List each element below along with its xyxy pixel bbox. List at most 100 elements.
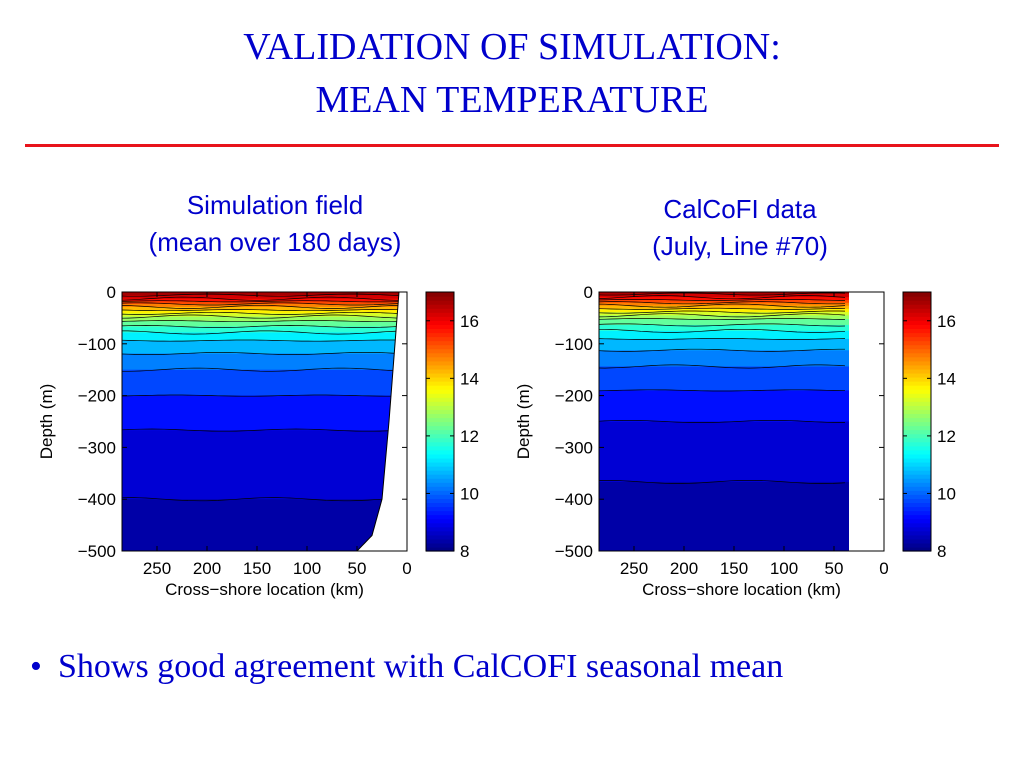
right-colorbar-segment [903, 514, 931, 520]
left-x-tick-label: 50 [348, 559, 367, 578]
left-y-tick-label: −500 [78, 542, 116, 561]
left-temperature-field [122, 292, 399, 551]
right-colorbar-segment [903, 348, 931, 354]
left-colorbar-segment [426, 526, 454, 532]
right-colorbar-segment [903, 308, 931, 313]
left-plot-area: 0 −100 −200 −300 −400 −500 250 200 150 100 50 0 Cros… [37, 283, 412, 599]
left-colorbar-segment [426, 393, 454, 398]
right-axes-frame [598, 291, 885, 552]
left-colorbar-segment [426, 498, 454, 504]
right-colorbar-segment [903, 300, 931, 305]
left-colorbar-segment [426, 425, 454, 431]
left-contour-line [122, 302, 399, 306]
right-colorbar-segment [903, 433, 931, 439]
left-shelf-outline [356, 291, 400, 552]
left-colorbar-segment [426, 530, 454, 536]
right-temperature-band [599, 421, 849, 483]
left-colorbar-segment [426, 518, 454, 524]
right-colorbar-segment [903, 546, 931, 552]
right-temperature-band [599, 330, 849, 340]
right-colorbar-segment [903, 421, 931, 427]
left-temperature-band [122, 326, 399, 334]
right-colorbar-segment [903, 526, 931, 532]
right-temperature-band [599, 292, 849, 295]
left-colorbar-segment [426, 320, 454, 325]
right-colorbar-tick-label: 8 [937, 542, 946, 561]
left-contour-line [122, 296, 399, 301]
left-colorbar-segment [426, 376, 454, 382]
left-colorbar-segment [426, 542, 454, 548]
left-temperature-band [122, 313, 399, 318]
left-colorbar-segment [426, 397, 454, 402]
right-colorbar-segment [903, 441, 931, 447]
left-contour-line [122, 394, 399, 397]
right-contour-line [599, 420, 845, 423]
right-x-tick-label: 50 [825, 559, 844, 578]
right-colorbar-segment [903, 534, 931, 540]
left-temperature-band [122, 353, 399, 371]
left-colorbar-segment [426, 486, 454, 491]
simulation-temperature-chart: 0 −100 −200 −300 −400 −500 250 200 150 100 50 0 Cros… [37, 283, 479, 599]
right-colorbar-segment [903, 425, 931, 431]
left-contour-line [122, 428, 399, 432]
right-contour-line [599, 348, 845, 352]
left-colorbar-segment [426, 482, 454, 487]
right-colorbar-segment [903, 352, 931, 358]
left-colorbar-segment [426, 413, 454, 419]
right-y-tick-label: −400 [555, 490, 593, 509]
left-y-tick-label: −400 [78, 490, 116, 509]
right-temperature-band [599, 366, 849, 392]
left-colorbar-tick-label: 10 [460, 484, 479, 503]
left-colorbar-segment [426, 344, 454, 350]
right-y-axis-label: Depth (m) [514, 384, 533, 460]
right-panel-title-line1: CalCoFI data [663, 194, 817, 224]
right-colorbar-segment [903, 506, 931, 512]
right-temperature-band [599, 319, 849, 326]
right-colorbar-segment [903, 324, 931, 330]
right-contour-line [599, 479, 846, 484]
left-colorbar-segment [426, 490, 454, 495]
left-colorbar-segment [426, 522, 454, 528]
left-x-tick-label: 0 [402, 559, 411, 578]
slide-title-line1: VALIDATION OF SIMULATION: [243, 26, 781, 68]
left-colorbar-segment [426, 352, 454, 358]
right-colorbar-segment [903, 466, 931, 471]
right-colorbar-tick-label: 16 [937, 312, 956, 331]
right-temperature-band [599, 338, 849, 351]
right-colorbar-segment [903, 510, 931, 516]
left-x-tick-label: 150 [243, 559, 271, 578]
left-colorbar-segment [426, 417, 454, 423]
right-colorbar-segment [903, 429, 931, 435]
left-colorbar-segment [426, 304, 454, 309]
right-colorbar-tick-label: 14 [937, 369, 956, 388]
left-colorbar-segment [426, 429, 454, 435]
right-x-tick-label: 100 [770, 559, 798, 578]
left-temperature-band [122, 395, 399, 431]
left-contour-line [122, 325, 399, 328]
right-colorbar-segment [903, 417, 931, 423]
left-temperature-band [122, 316, 399, 322]
left-contour-line [122, 330, 399, 335]
right-contour-line [599, 303, 846, 308]
left-colorbar-segment [426, 348, 454, 354]
right-colorbar-segment [903, 522, 931, 528]
right-contour-line [599, 364, 846, 369]
right-contour-line [599, 310, 846, 314]
left-colorbar-segment [426, 409, 454, 415]
right-colorbar-segment [903, 470, 931, 475]
right-temperature-band [599, 312, 849, 316]
right-contour-line [599, 337, 846, 340]
left-temperature-band [122, 292, 399, 296]
right-colorbar-segment [903, 381, 931, 386]
right-colorbar-frame [902, 291, 932, 552]
left-y-tick-label: 0 [107, 283, 116, 302]
right-temperature-field [599, 292, 849, 551]
left-colorbar-tick-label: 16 [460, 312, 479, 331]
right-colorbar-segment [903, 376, 931, 382]
right-colorbar-segment [903, 453, 931, 459]
right-temperature-band [599, 299, 849, 304]
right-colorbar-segment [903, 385, 931, 390]
left-axes-frame [121, 291, 408, 552]
left-colorbar-segment [426, 381, 454, 386]
right-contour-line [599, 328, 846, 333]
